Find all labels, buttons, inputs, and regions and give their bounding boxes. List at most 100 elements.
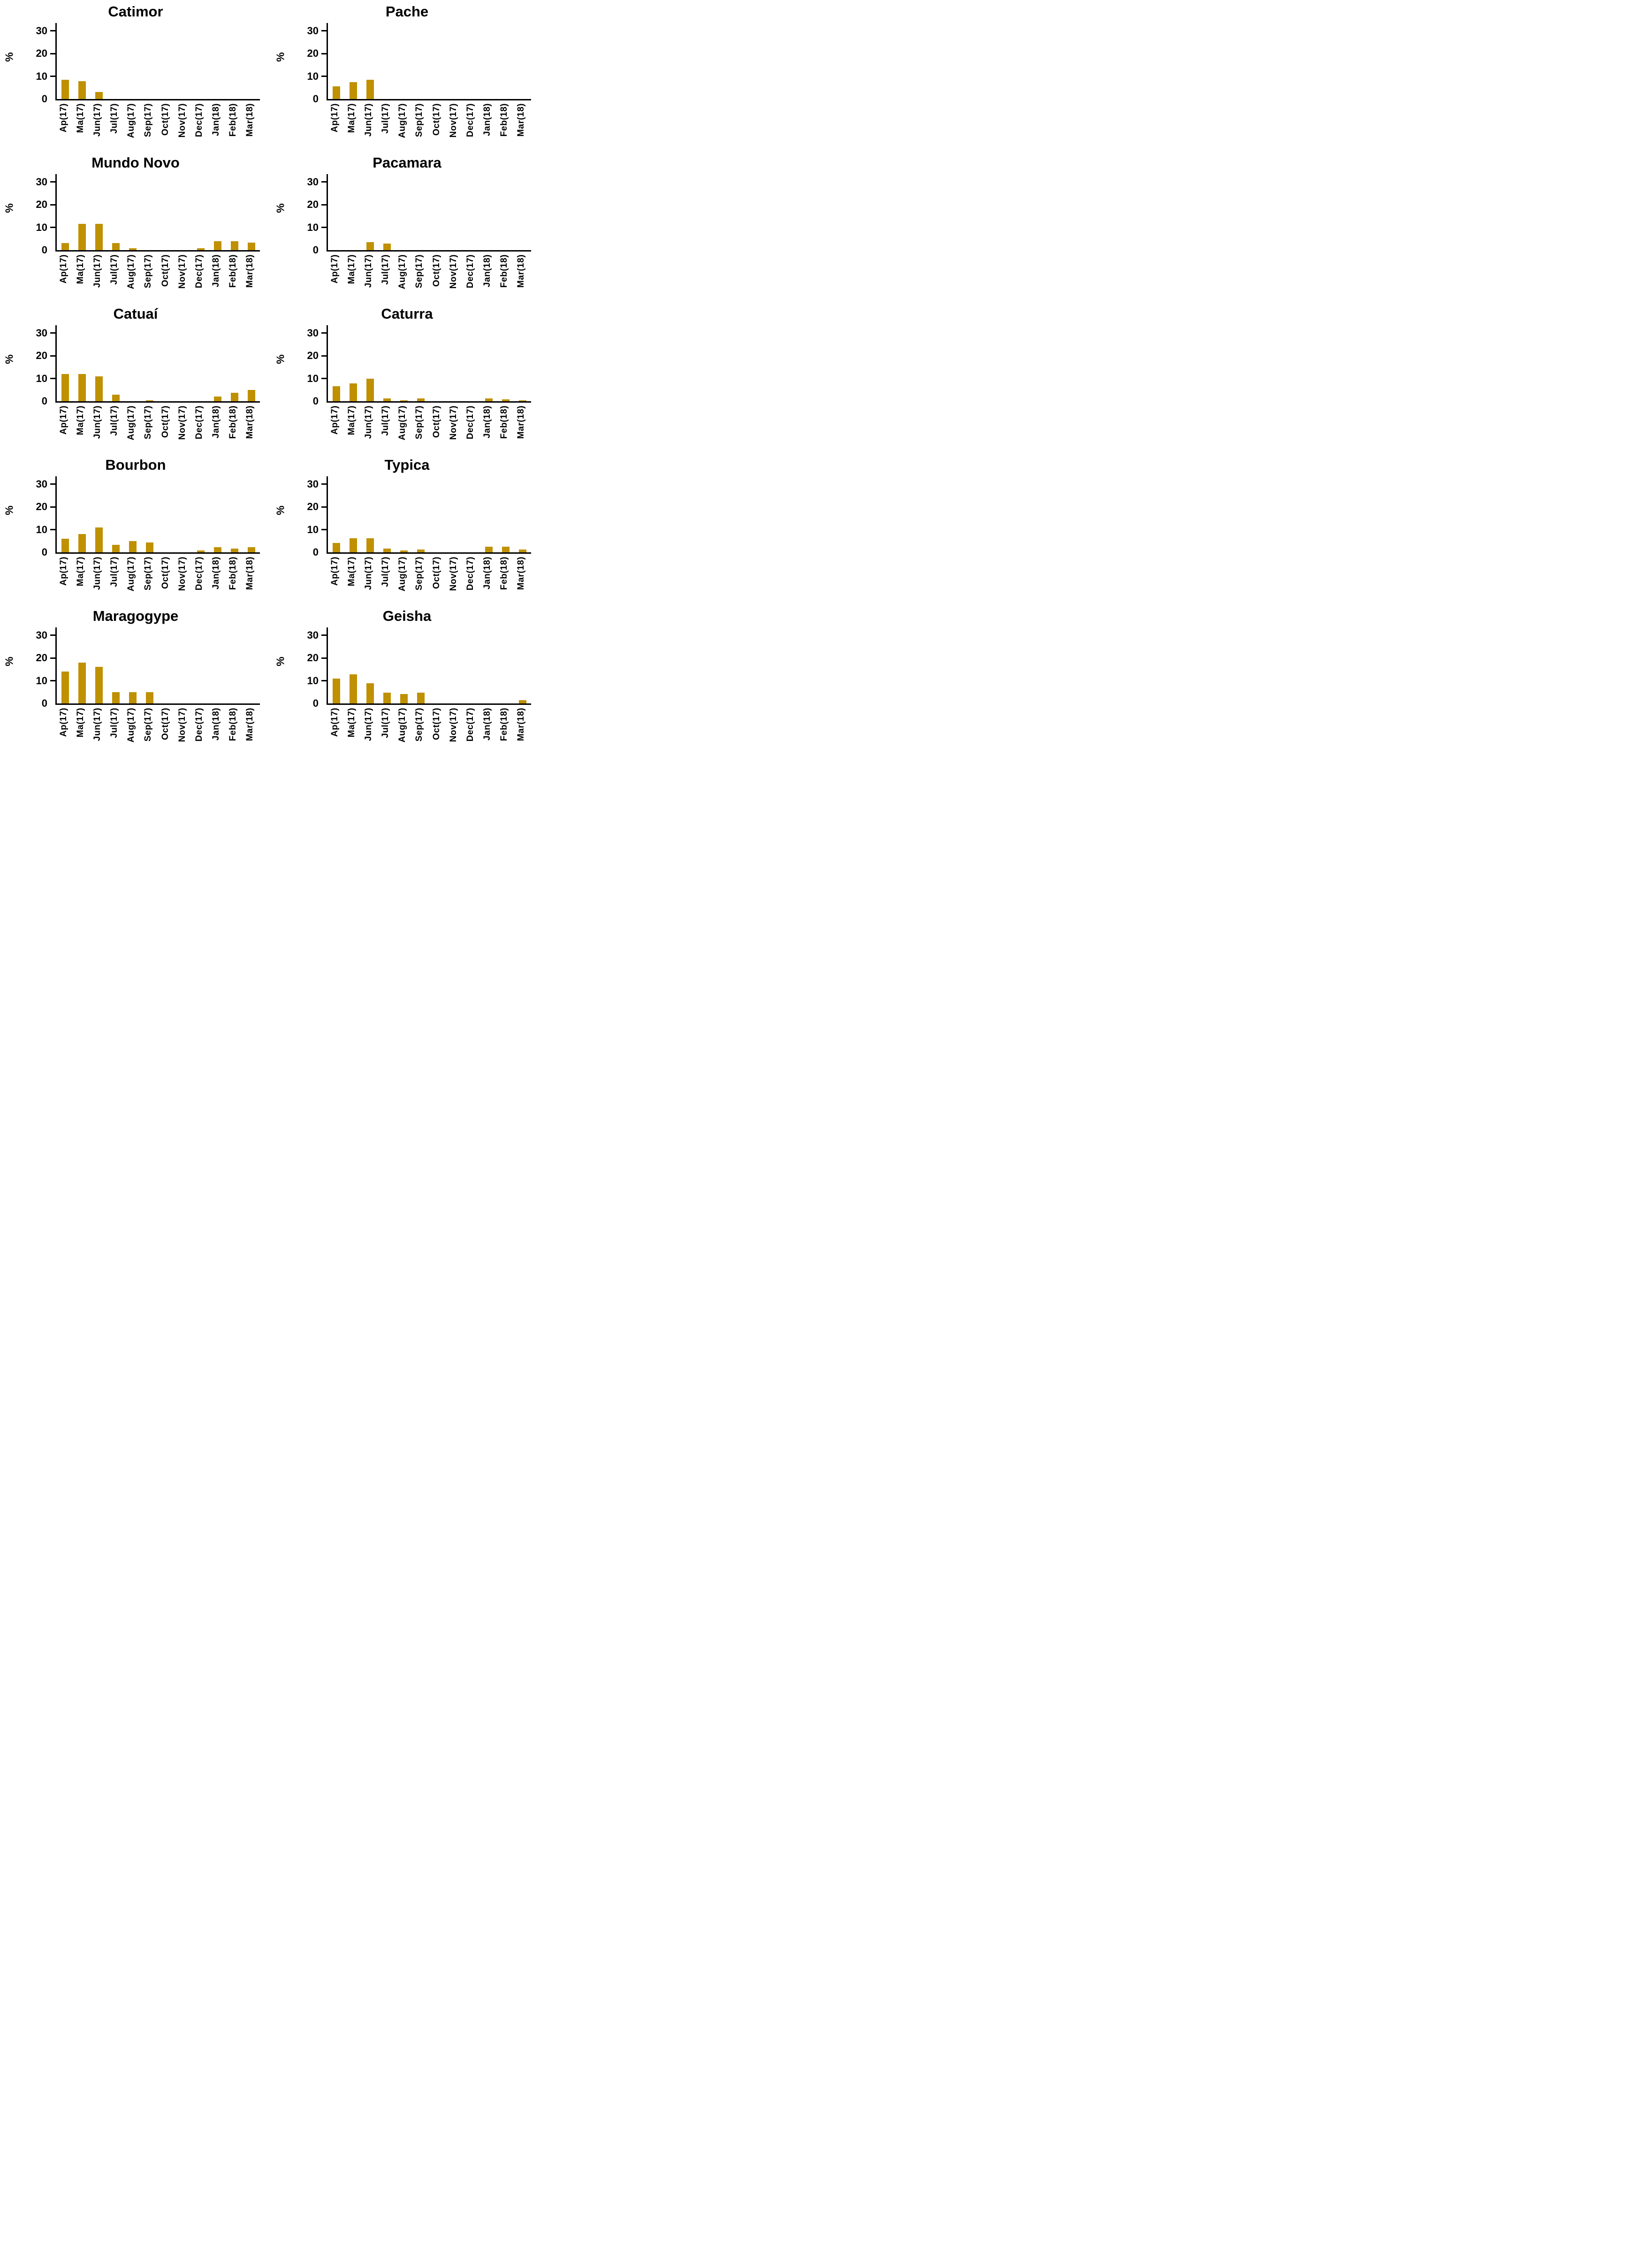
x-tick-label: Feb(18) xyxy=(496,405,513,454)
y-axis-label: % xyxy=(3,203,15,213)
x-axis-labels: Ap(17) Ma(17) Jun(17) Jul(17) Aug(17) Sep(17)… xyxy=(55,405,259,454)
x-tick-label-text: Jun(17) xyxy=(364,254,374,288)
x-tick-label-text: Jan(18) xyxy=(211,708,221,741)
x-tick-label-text: Mar(18) xyxy=(244,254,255,288)
y-tick-label: 10 xyxy=(307,372,319,384)
page: Catimor% 0 10 20 30 Ap(17) Ma(17) Jun(17) Jul(17… xyxy=(0,0,543,756)
x-tick-label: Aug(17) xyxy=(394,254,411,303)
x-tick-label-text: Dec(17) xyxy=(194,708,204,742)
x-tick-label-text: Aug(17) xyxy=(397,405,408,441)
bar-mar-18 xyxy=(247,243,255,250)
x-tick-label: Ap(17) xyxy=(55,708,72,756)
chart-plot-area: % 0 10 20 30 xyxy=(274,22,531,105)
x-tick-label: Aug(17) xyxy=(123,254,140,303)
x-tick-label-text: Aug(17) xyxy=(126,557,137,592)
x-tick-label: Sep(17) xyxy=(411,708,428,756)
x-tick-label-text: Jul(17) xyxy=(380,557,391,587)
x-tick-label-text: Aug(17) xyxy=(126,708,137,743)
chart-catuai: Catuaí% 0 10 20 30 Ap(17) Ma(17) Jun(17) Jul(17)… xyxy=(0,302,271,453)
x-tick-label-text: Ma(17) xyxy=(76,557,86,587)
bar-jul-17 xyxy=(112,395,120,401)
bar-jun-17 xyxy=(366,242,374,250)
bar-mar-18 xyxy=(518,400,526,401)
x-tick-label: Sep(17) xyxy=(140,708,157,756)
y-tick-label: 10 xyxy=(307,674,319,687)
y-tick-mark xyxy=(50,529,55,530)
y-axis-label: % xyxy=(3,657,15,666)
x-tick-label-text: Ap(17) xyxy=(59,708,69,737)
bar-jul-17 xyxy=(112,545,120,552)
x-tick-label: Jul(17) xyxy=(106,405,123,454)
x-tick-label: Jul(17) xyxy=(106,103,123,152)
x-tick-label-text: Oct(17) xyxy=(160,254,170,287)
x-tick-label: Aug(17) xyxy=(394,557,411,605)
y-tick-mark xyxy=(50,181,55,183)
y-tick-label: 10 xyxy=(307,70,319,82)
x-tick-label: Jul(17) xyxy=(106,557,123,605)
bar-ma-17 xyxy=(78,534,86,552)
bar-ma-17 xyxy=(350,674,358,703)
y-tick-label: 10 xyxy=(307,221,319,233)
bar-jan-18 xyxy=(213,547,221,552)
x-tick-label: Jun(17) xyxy=(360,103,377,152)
x-axis-labels: Ap(17) Ma(17) Jun(17) Jul(17) Aug(17) Sep(17)… xyxy=(327,557,530,605)
chart-title: Catuaí xyxy=(113,305,158,322)
bar-feb-18 xyxy=(502,399,510,401)
bar-mar-18 xyxy=(518,700,526,703)
x-tick-label: Feb(18) xyxy=(496,254,513,303)
x-tick-label: Jan(18) xyxy=(208,708,225,756)
x-tick-label-text: Aug(17) xyxy=(126,254,137,290)
x-tick-label-text: Jun(17) xyxy=(92,254,103,288)
y-tick-mark xyxy=(321,483,327,485)
x-tick-label-text: Jul(17) xyxy=(109,103,120,134)
x-tick-label: Nov(17) xyxy=(445,103,462,152)
x-tick-label: Ap(17) xyxy=(327,557,343,605)
bar-jun-17 xyxy=(366,79,374,99)
x-tick-label: Ap(17) xyxy=(55,254,72,303)
y-tick-mark xyxy=(321,181,327,183)
bar-ap-17 xyxy=(333,386,341,401)
x-tick-label: Feb(18) xyxy=(225,708,242,756)
x-tick-label-text: Oct(17) xyxy=(431,103,441,136)
bar-sep-17 xyxy=(146,542,154,552)
y-tick-mark xyxy=(321,355,327,357)
y-tick-mark xyxy=(321,53,327,54)
x-tick-label: Jun(17) xyxy=(89,557,106,605)
x-tick-label: Nov(17) xyxy=(174,103,191,152)
x-tick-label: Nov(17) xyxy=(445,708,462,756)
x-tick-label-text: Jul(17) xyxy=(109,405,120,436)
y-tick-label: 20 xyxy=(36,501,47,512)
x-tick-label-text: Dec(17) xyxy=(194,254,204,289)
x-tick-label: Mar(18) xyxy=(242,405,259,454)
x-tick-label: Oct(17) xyxy=(428,254,445,303)
y-tick-mark xyxy=(321,76,327,77)
x-tick-label-text: Aug(17) xyxy=(126,405,137,441)
bar-jul-17 xyxy=(383,692,391,703)
y-tick-label: 30 xyxy=(307,629,319,641)
bar-sep-17 xyxy=(417,549,425,552)
x-tick-label-text: Mar(18) xyxy=(516,405,526,439)
x-tick-label: Ap(17) xyxy=(327,708,343,756)
x-tick-label-text: Jun(17) xyxy=(364,708,374,741)
x-tick-label-text: Oct(17) xyxy=(431,708,441,740)
x-tick-label: Dec(17) xyxy=(191,557,208,605)
bar-ap-17 xyxy=(61,374,69,401)
x-tick-label: Ma(17) xyxy=(343,103,360,152)
y-tick-mark xyxy=(321,634,327,636)
x-axis-labels: Ap(17) Ma(17) Jun(17) Jul(17) Aug(17) Sep(17)… xyxy=(55,708,259,756)
x-tick-label-text: Sep(17) xyxy=(143,708,153,742)
x-tick-label-text: Ap(17) xyxy=(330,254,340,284)
x-tick-label-text: Aug(17) xyxy=(397,708,408,743)
x-tick-label-text: Nov(17) xyxy=(448,557,458,591)
chart-title: Pache xyxy=(385,3,429,20)
y-tick-mark xyxy=(50,657,55,659)
x-tick-label-text: Sep(17) xyxy=(143,103,153,137)
y-tick-mark xyxy=(50,378,55,379)
bar-ma-17 xyxy=(78,374,86,401)
chart-title: Caturra xyxy=(381,305,433,322)
chart-plot-area: % 0 10 20 30 xyxy=(3,475,260,558)
bar-aug-17 xyxy=(129,692,137,703)
x-tick-label: Jun(17) xyxy=(89,405,106,454)
x-tick-label-text: Dec(17) xyxy=(465,708,475,742)
x-axis-labels: Ap(17) Ma(17) Jun(17) Jul(17) Aug(17) Sep(17)… xyxy=(327,405,530,454)
